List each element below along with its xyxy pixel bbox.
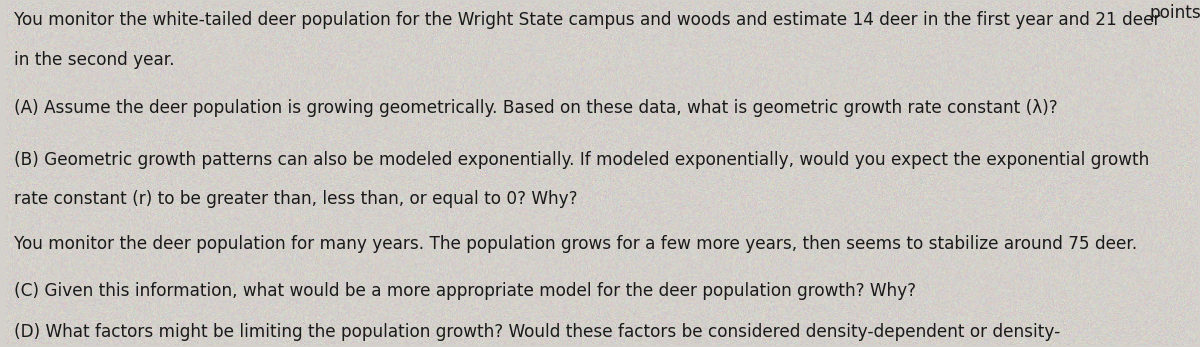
- Text: rate constant (r) to be greater than, less than, or equal to 0? Why?: rate constant (r) to be greater than, le…: [14, 189, 578, 208]
- Text: (A) Assume the deer population is growing geometrically. Based on these data, wh: (A) Assume the deer population is growin…: [14, 99, 1058, 117]
- Text: points: points: [1150, 4, 1200, 22]
- Text: in the second year.: in the second year.: [14, 51, 175, 69]
- Text: (D) What factors might be limiting the population growth? Would these factors be: (D) What factors might be limiting the p…: [14, 323, 1061, 341]
- Text: (C) Given this information, what would be a more appropriate model for the deer : (C) Given this information, what would b…: [14, 281, 917, 299]
- Text: (B) Geometric growth patterns can also be modeled exponentially. If modeled expo: (B) Geometric growth patterns can also b…: [14, 151, 1150, 169]
- Text: You monitor the white-tailed deer population for the Wright State campus and woo: You monitor the white-tailed deer popula…: [14, 11, 1160, 29]
- Text: You monitor the deer population for many years. The population grows for a few m: You monitor the deer population for many…: [14, 235, 1138, 253]
